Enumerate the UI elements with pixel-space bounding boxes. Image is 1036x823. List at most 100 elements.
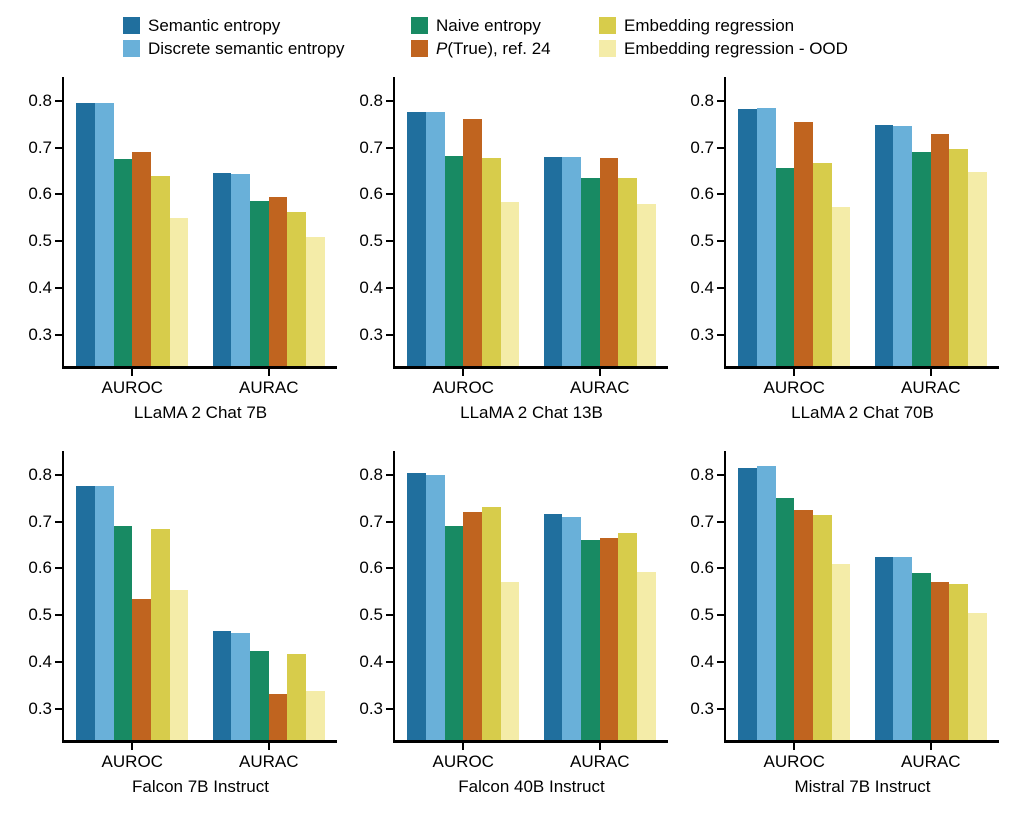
bar xyxy=(775,167,795,366)
axes: 0.3 0.4 0.5 0.6 0.7 0.8 xyxy=(20,451,337,750)
bar xyxy=(831,563,851,740)
y-tick-label: 0.4 xyxy=(359,652,383,672)
bar xyxy=(930,581,950,740)
subplot: 0.3 0.4 0.5 0.6 0.7 0.8 AUROC AURAC LLaMA 2 Chat… xyxy=(351,77,668,422)
y-tick-mark xyxy=(717,520,724,523)
bar xyxy=(231,632,251,740)
bar-group-bars xyxy=(543,77,656,366)
subplot-title: LLaMA 2 Chat 7B xyxy=(133,403,268,422)
subplot-title: Falcon 40B Instruct xyxy=(458,777,605,796)
bar xyxy=(407,112,426,366)
bar xyxy=(268,197,288,366)
y-tick-mark xyxy=(55,614,62,617)
x-axis-labels: AUROC AURAC xyxy=(395,752,668,771)
bar xyxy=(113,159,133,366)
x-axis-labels: AUROC AURAC xyxy=(726,752,999,771)
y-tick-label: 0.4 xyxy=(28,652,52,672)
y-tick-label: 0.5 xyxy=(359,605,383,625)
x-axis-labels: AUROC AURAC xyxy=(64,378,337,397)
bar xyxy=(893,126,913,366)
bar-group-auroc xyxy=(395,77,532,366)
bar xyxy=(949,583,969,740)
bar-group-bars xyxy=(407,451,520,740)
y-tick-mark xyxy=(717,240,724,243)
x-axis-labels: AUROC AURAC xyxy=(64,752,337,771)
x-axis-label: AURAC xyxy=(569,752,630,771)
plot-area xyxy=(62,451,337,750)
legend-column-1: Semantic entropy Discrete semantic entro… xyxy=(123,15,411,59)
y-tick-mark xyxy=(55,334,62,337)
x-tick-mark xyxy=(267,369,270,376)
bar xyxy=(794,510,813,740)
x-tick-mark xyxy=(598,369,601,376)
legend-label: P(True), ref. 24 xyxy=(436,38,551,59)
y-tick-mark xyxy=(55,661,62,664)
bar xyxy=(562,516,582,740)
legend-item-naive-entropy: Naive entropy xyxy=(411,15,599,36)
y-tick-label: 0.3 xyxy=(28,325,52,345)
subplot-title: LLaMA 2 Chat 70B xyxy=(791,403,934,422)
y-tick-mark xyxy=(717,661,724,664)
plot-area xyxy=(393,451,669,750)
y-tick-mark xyxy=(386,567,393,570)
bar-group-bars xyxy=(212,451,325,740)
bar xyxy=(599,158,619,366)
y-tick-label: 0.4 xyxy=(690,652,714,672)
bar xyxy=(618,177,638,366)
bar-group-aurac xyxy=(863,451,1000,740)
y-tick-mark xyxy=(717,708,724,711)
bar xyxy=(94,485,114,740)
bar xyxy=(150,528,170,740)
bar xyxy=(481,157,501,366)
bar-group-bars xyxy=(407,77,520,366)
x-tick-mark xyxy=(929,743,932,750)
bar xyxy=(169,217,189,366)
y-tick-label: 0.7 xyxy=(359,137,383,157)
y-tick-label: 0.3 xyxy=(28,699,52,719)
subplot-title: LLaMA 2 Chat 13B xyxy=(460,403,603,422)
y-tick-mark xyxy=(717,146,724,149)
y-tick-mark xyxy=(55,99,62,102)
bar xyxy=(268,693,288,740)
bar xyxy=(94,103,114,366)
y-tick-mark xyxy=(55,520,62,523)
bar-group-bars xyxy=(212,77,325,366)
bar-group-aurac xyxy=(532,451,669,740)
y-tick-mark xyxy=(717,99,724,102)
y-tick-label: 0.4 xyxy=(28,278,52,298)
subplot-grid: 0.3 0.4 0.5 0.6 0.7 0.8 AUROC AURAC LLaMA 2 Chat… xyxy=(20,77,999,796)
axes: 0.3 0.4 0.5 0.6 0.7 0.8 xyxy=(20,77,338,376)
x-axis-label: AUROC xyxy=(101,752,163,771)
y-axis: 0.3 0.4 0.5 0.6 0.7 0.8 xyxy=(351,77,393,366)
subplot-title: Mistral 7B Instruct xyxy=(794,777,931,796)
bar xyxy=(581,540,600,740)
bar xyxy=(76,485,95,740)
bar xyxy=(150,175,170,366)
axes: 0.3 0.4 0.5 0.6 0.7 0.8 xyxy=(682,451,1000,750)
bar xyxy=(481,507,501,740)
y-axis: 0.3 0.4 0.5 0.6 0.7 0.8 xyxy=(682,77,724,366)
y-axis: 0.3 0.4 0.5 0.6 0.7 0.8 xyxy=(682,451,724,740)
bar xyxy=(500,582,520,740)
bar xyxy=(287,212,307,366)
y-tick-label: 0.8 xyxy=(28,464,52,484)
y-tick-mark xyxy=(386,334,393,337)
bar xyxy=(250,650,269,740)
legend-swatch-semantic-entropy xyxy=(123,17,140,34)
bar-group-bars xyxy=(76,451,189,740)
y-tick-label: 0.6 xyxy=(359,184,383,204)
bar xyxy=(444,525,464,740)
legend-label: Semantic entropy xyxy=(148,16,281,35)
y-tick-label: 0.6 xyxy=(690,558,714,578)
x-axis-label: AUROC xyxy=(101,378,163,397)
bar xyxy=(949,148,969,366)
y-tick-label: 0.8 xyxy=(359,90,383,110)
legend-swatch-embedding-regression xyxy=(599,17,616,34)
y-tick-mark xyxy=(55,146,62,149)
legend-item-embedding-regression-ood: Embedding regression - OOD xyxy=(599,38,848,59)
bar xyxy=(231,174,251,366)
bar xyxy=(212,630,232,740)
bar-group-aurac xyxy=(201,77,338,366)
y-tick-label: 0.6 xyxy=(28,558,52,578)
